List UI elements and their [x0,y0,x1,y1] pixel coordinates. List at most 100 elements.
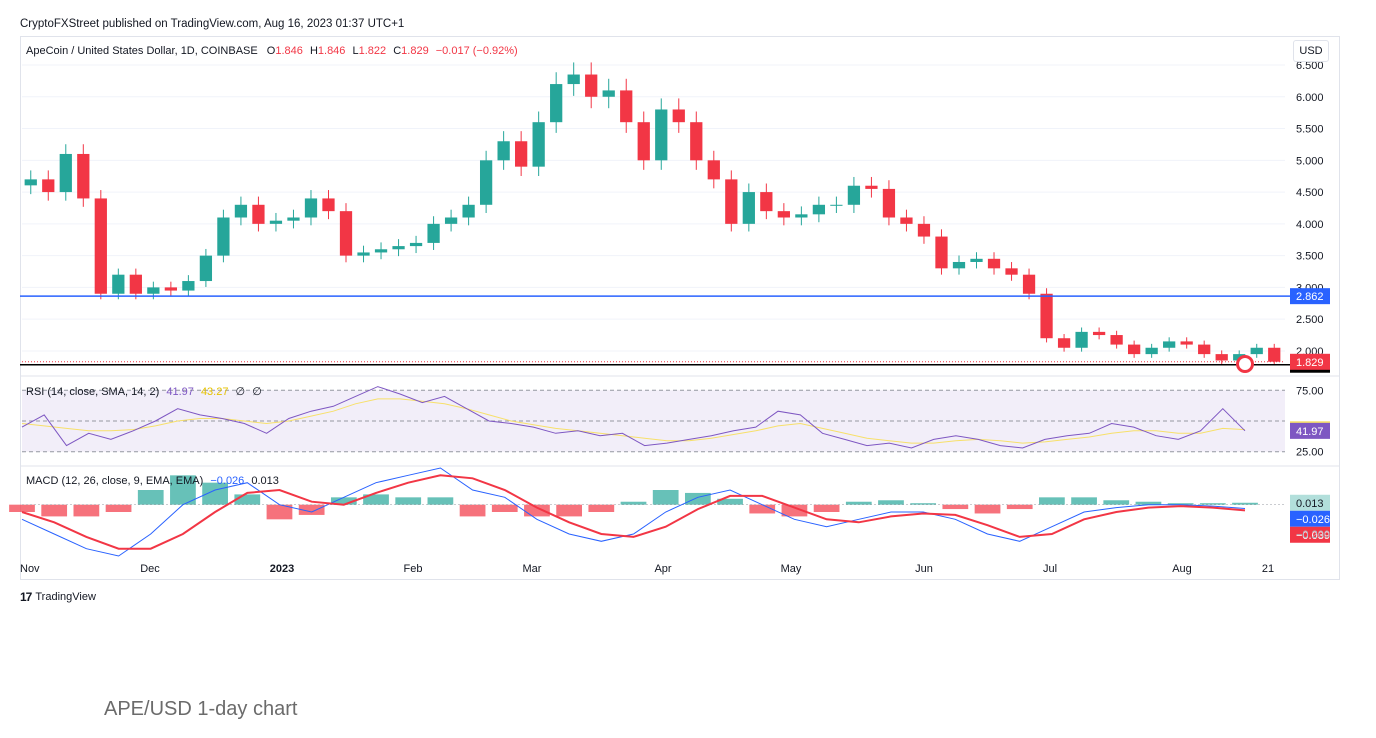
macd-histogram-bar [105,504,132,512]
macd-histogram-bar [73,504,100,517]
x-axis-tick-10: 21 [1262,563,1274,575]
candle-body [935,236,948,269]
rsi-extra-1: ∅ [235,386,246,398]
macd-histogram-bar [459,504,486,517]
candle-body [585,74,598,97]
candle-body [1163,341,1176,348]
macd-legend: MACD (12, 26, close, 9, EMA, EMA) −0.026… [26,475,279,487]
macd-histogram-bar [1232,502,1258,505]
rsi-label: RSI (14, close, SMA, 14, 2) [26,386,160,398]
macd-histogram-bar [41,504,68,517]
candle-body [602,90,615,97]
open-label: O [266,45,276,57]
price-y-tick-2: 5.500 [1296,124,1324,136]
candle-body [182,281,195,291]
candle-body [847,185,861,205]
candle-body [970,258,983,262]
candle-body [497,141,510,161]
candle-body [252,204,265,224]
macd-histogram-bar [1199,503,1226,505]
candle-body [339,211,353,256]
candle-body [1180,341,1193,345]
macd-histogram-bar [524,504,550,517]
price-y-tick-4: 4.500 [1296,187,1324,199]
rsi-legend: RSI (14, close, SMA, 14, 2) 41.97 43.27 … [26,385,262,398]
rsi-line [21,386,1246,449]
close-value: 1.829 [401,45,429,57]
macd-histogram-bar [878,500,904,505]
macd-histogram-bar [1103,500,1130,505]
horizontal-level-label-0: 2.862 [1296,291,1324,303]
candle-body [112,274,125,294]
open-value: 1.846 [275,45,303,57]
macd-signal-tag-label: −0.039 [1296,530,1330,542]
candle-body [532,122,545,167]
macd-histogram-bar [170,475,196,505]
macd-histogram-bar [1167,503,1194,505]
candle-body [392,246,405,250]
x-axis-tick-3: Feb [404,563,423,575]
candle-body [1005,268,1018,275]
x-axis-tick-7: Jun [915,563,933,575]
candle-body [900,217,913,224]
candle-body [269,220,283,224]
macd-histogram-bar [845,501,872,505]
candle-body [147,287,160,294]
candle-body [217,217,230,256]
macd-histogram-bar [266,504,293,520]
tradingview-name: TradingView [35,591,96,603]
candle-body [164,287,177,291]
candle-body [129,274,142,294]
last-price-tag [1290,353,1330,370]
candle-body [1145,347,1158,355]
candle-body [707,160,720,180]
candle-body [287,217,300,221]
currency-button[interactable]: USD [1293,40,1329,62]
macd-histogram-bar [749,504,776,514]
macd-histogram-bar [427,497,454,505]
candle-body [742,192,755,224]
candle-body [987,258,1001,269]
candle-body [1092,331,1106,336]
tradingview-logo-icon: 17 [20,590,32,604]
horizontal-level-tag-0 [1290,288,1330,305]
candle-body [620,90,633,123]
close-label: C [393,45,402,57]
candle-body [444,217,458,224]
candle-body [1057,338,1071,348]
macd-histogram-bar [234,494,261,505]
candle-body [567,74,580,85]
candle-body [1215,354,1228,361]
macd-legend-line-value: −0.026 [210,475,245,487]
macd-histogram-bar [620,501,647,505]
last-price-label: 1.829 [1296,357,1324,369]
candle-body [1250,347,1263,355]
macd-histogram-bar [717,498,743,505]
macd-legend-hist-value: 0.013 [251,475,279,487]
published-by-header: CryptoFXStreet published on TradingView.… [20,18,405,30]
tradingview-branding[interactable]: 17 TradingView [20,590,96,604]
candle-body [357,252,370,256]
candle-body [234,204,248,218]
rsi-y-tick-0: 75.00 [1296,385,1324,397]
candle-body [725,179,738,224]
macd-histogram-bar [652,490,679,505]
macd-y-tick-low: −0.200 [1296,529,1330,541]
candle-body [1022,274,1036,294]
candle-body [655,109,668,161]
macd-histogram-bar [491,504,518,512]
candle-body [59,153,72,193]
macd-histogram-bar [588,504,615,512]
candle-body [1075,331,1088,348]
chart-svg[interactable]: 6.5006.0005.5005.0004.5004.0003.5003.000… [0,0,1376,590]
chart-panel[interactable] [20,36,1340,580]
macd-histogram-bar [1006,504,1033,510]
high-label: H [309,45,318,57]
macd-histogram-bar [137,490,164,505]
macd-histogram-bar [910,503,937,505]
chart-caption: APE/USD 1-day chart [104,698,298,720]
macd-histogram-bar [1039,497,1065,505]
macd-histogram-bar [298,504,325,515]
candle-body [479,160,493,205]
macd-histogram-tag [1290,494,1330,511]
